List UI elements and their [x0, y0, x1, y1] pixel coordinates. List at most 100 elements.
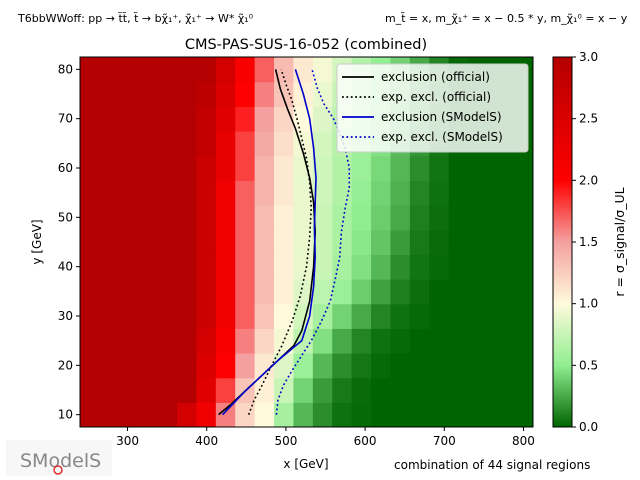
heatmap-cell: [293, 402, 314, 427]
heatmap-cell: [80, 205, 101, 231]
heatmap-cell: [371, 155, 392, 181]
heatmap-cell: [332, 180, 353, 206]
heatmap-cell: [157, 229, 178, 255]
heatmap-cell: [274, 155, 295, 181]
heatmap-cell: [332, 254, 353, 280]
heatmap-cell: [274, 205, 295, 231]
heatmap-cell: [215, 279, 236, 305]
heatmap-cell: [526, 353, 533, 379]
heatmap-cell: [312, 155, 333, 181]
x-tick-label: 500: [274, 434, 297, 448]
heatmap-cell: [118, 402, 139, 427]
heatmap-cell: [254, 254, 275, 280]
heatmap-cell: [118, 106, 139, 132]
heatmap-cell: [351, 155, 372, 181]
heatmap-cell: [177, 131, 198, 157]
heatmap-cell: [487, 229, 508, 255]
heatmap-cell: [429, 254, 450, 280]
heatmap-cell: [254, 353, 275, 379]
heatmap-cell: [526, 106, 533, 132]
y-tick-label: 10: [58, 408, 73, 422]
heatmap-cell: [157, 377, 178, 403]
y-axis-ticks: 10 20 30 40 50 60 70 80: [58, 62, 80, 422]
heatmap-cell: [429, 328, 450, 354]
heatmap-cell: [118, 57, 139, 83]
heatmap-cell: [215, 106, 236, 132]
heatmap-cell: [196, 328, 217, 354]
heatmap-cell: [215, 180, 236, 206]
heatmap-cell: [429, 180, 450, 206]
heatmap-cell: [409, 155, 430, 181]
heatmap-cell: [254, 328, 275, 354]
heatmap-cell: [157, 81, 178, 107]
legend-label: exp. excl. (official): [381, 90, 491, 104]
heatmap-cell: [235, 155, 256, 181]
heatmap-cell: [157, 131, 178, 157]
heatmap-cell: [254, 303, 275, 329]
heatmap-cell: [371, 328, 392, 354]
heatmap-cell: [99, 402, 120, 427]
heatmap-cell: [468, 279, 489, 305]
heatmap-cell: [487, 377, 508, 403]
heatmap-cell: [157, 328, 178, 354]
heatmap-cell: [215, 81, 236, 107]
heatmap-cell: [351, 303, 372, 329]
heatmap-cell: [448, 180, 469, 206]
heatmap-cell: [332, 155, 353, 181]
heatmap-cell: [468, 353, 489, 379]
heatmap-cell: [99, 131, 120, 157]
heatmap-cell: [274, 402, 295, 427]
heatmap-cell: [371, 229, 392, 255]
heatmap-cell: [274, 353, 295, 379]
colorbar-tick-label: 1.5: [579, 235, 598, 249]
heatmap-cell: [390, 155, 411, 181]
heatmap-cell: [274, 328, 295, 354]
heatmap-cell: [80, 254, 101, 280]
heatmap-cell: [99, 180, 120, 206]
heatmap-cell: [468, 402, 489, 427]
y-tick-label: 20: [58, 358, 73, 372]
x-tick-label: 800: [512, 434, 535, 448]
legend-label: exclusion (official): [381, 70, 490, 84]
heatmap-cell: [487, 205, 508, 231]
heatmap-cell: [215, 377, 236, 403]
heatmap-cell: [448, 279, 469, 305]
heatmap-cell: [196, 81, 217, 107]
heatmap-cell: [196, 155, 217, 181]
heatmap-cell: [215, 402, 236, 427]
heatmap-cell: [409, 328, 430, 354]
y-axis-label: y [GeV]: [30, 219, 44, 264]
heatmap-cell: [235, 205, 256, 231]
heatmap-cell: [293, 279, 314, 305]
heatmap-cell: [371, 402, 392, 427]
heatmap-cell: [312, 205, 333, 231]
heatmap-cell: [157, 106, 178, 132]
heatmap-cell: [526, 254, 533, 280]
heatmap-cell: [332, 353, 353, 379]
heatmap-cell: [312, 279, 333, 305]
heatmap-cell: [138, 328, 159, 354]
heatmap-cell: [138, 131, 159, 157]
signal-regions-note: combination of 44 signal regions: [394, 458, 590, 472]
heatmap-cell: [390, 279, 411, 305]
colorbar-ticks: 0.0 0.5 1.0 1.5 2.0 2.5 3.0: [572, 50, 598, 434]
heatmap-cell: [118, 81, 139, 107]
heatmap-cell: [429, 303, 450, 329]
heatmap-cell: [293, 155, 314, 181]
heatmap-cell: [371, 279, 392, 305]
heatmap-cell: [80, 180, 101, 206]
heatmap-cell: [448, 328, 469, 354]
heatmap-cell: [157, 205, 178, 231]
heatmap-cell: [371, 303, 392, 329]
heatmap-cell: [99, 205, 120, 231]
heatmap-cell: [468, 205, 489, 231]
heatmap-cell: [177, 254, 198, 280]
plot-frame: [79, 56, 534, 428]
heatmap-cell: [429, 353, 450, 379]
heatmap-cell: [468, 328, 489, 354]
heatmap-cell: [138, 180, 159, 206]
heatmap-cell: [487, 402, 508, 427]
heatmap-cell: [487, 180, 508, 206]
heatmap-cell: [526, 81, 533, 107]
heatmap-cell: [409, 402, 430, 427]
